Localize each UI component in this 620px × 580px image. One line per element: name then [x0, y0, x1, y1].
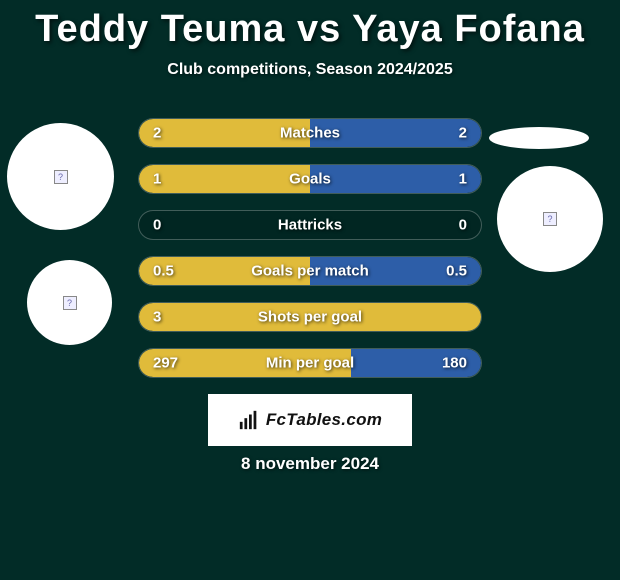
- value-left: 0: [153, 217, 161, 234]
- avatar-circle: ?: [497, 166, 603, 272]
- stat-label: Min per goal: [266, 355, 354, 372]
- value-right: 1: [459, 171, 467, 188]
- stat-row: 297 180 Min per goal: [138, 348, 482, 378]
- value-left: 297: [153, 355, 178, 372]
- stat-row: 0 0 Hattricks: [138, 210, 482, 240]
- value-right: 0: [459, 217, 467, 234]
- image-placeholder-icon: ?: [54, 170, 68, 184]
- image-placeholder-icon: ?: [543, 212, 557, 226]
- stat-label: Shots per goal: [258, 309, 362, 326]
- stats-container: 2 2 Matches 1 1 Goals 0 0 Hattricks 0.5 0.5 Goals p…: [138, 118, 482, 394]
- date-label: 8 november 2024: [241, 454, 379, 474]
- stat-label: Goals: [289, 171, 331, 188]
- value-right: 180: [442, 355, 467, 372]
- value-left: 2: [153, 125, 161, 142]
- stat-row: 0.5 0.5 Goals per match: [138, 256, 482, 286]
- bar-left: [139, 165, 310, 193]
- comparison-title: Teddy Teuma vs Yaya Fofana: [0, 0, 620, 51]
- comparison-subtitle: Club competitions, Season 2024/2025: [0, 61, 620, 79]
- value-right: 0.5: [446, 263, 467, 280]
- value-left: 0.5: [153, 263, 174, 280]
- bar-right: [310, 165, 481, 193]
- stat-row: 3 Shots per goal: [138, 302, 482, 332]
- avatar-circle: ?: [27, 260, 112, 345]
- bars-icon: [238, 409, 260, 431]
- decorative-ellipse: [489, 127, 589, 149]
- stat-row: 1 1 Goals: [138, 164, 482, 194]
- stat-row: 2 2 Matches: [138, 118, 482, 148]
- fctables-badge: FcTables.com: [208, 394, 412, 446]
- value-left: 1: [153, 171, 161, 188]
- stat-label: Hattricks: [278, 217, 342, 234]
- stat-label: Goals per match: [251, 263, 369, 280]
- value-left: 3: [153, 309, 161, 326]
- brand-label: FcTables.com: [266, 410, 382, 430]
- image-placeholder-icon: ?: [63, 296, 77, 310]
- stat-label: Matches: [280, 125, 340, 142]
- avatar-circle: ?: [7, 123, 114, 230]
- value-right: 2: [459, 125, 467, 142]
